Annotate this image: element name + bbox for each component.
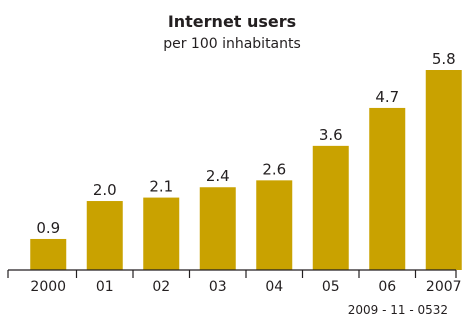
bar-2007 — [425, 70, 462, 270]
tick-label-06: 06 — [378, 279, 396, 295]
tick-label-03: 03 — [209, 279, 227, 295]
tick-label-02: 02 — [152, 279, 170, 295]
bar-02 — [143, 197, 180, 270]
bar-06 — [369, 107, 406, 271]
tick-label-01: 01 — [96, 279, 114, 295]
tick-labels-group: 2000 01 02 03 04 05 06 2007 — [30, 279, 461, 295]
value-label-01: 2.0 — [93, 181, 117, 199]
source-code: 2009 - 11 - 0532 — [347, 303, 448, 317]
bar-03 — [199, 187, 236, 270]
bars-group — [30, 70, 462, 271]
value-label-06: 4.7 — [375, 88, 399, 106]
value-label-2007: 5.8 — [432, 50, 456, 68]
tick-label-05: 05 — [322, 279, 340, 295]
bar-04 — [256, 180, 293, 270]
tick-label-2000: 2000 — [30, 279, 66, 295]
tick-marks-group — [7, 270, 457, 278]
value-label-03: 2.4 — [206, 167, 230, 185]
bar-2000 — [30, 238, 67, 270]
value-label-02: 2.1 — [149, 178, 173, 196]
bar-01 — [86, 201, 123, 270]
value-label-04: 2.6 — [262, 160, 286, 178]
value-labels-group: 0.9 2.0 2.1 2.4 2.6 3.6 4.7 5.8 — [36, 50, 455, 237]
value-label-2000: 0.9 — [36, 219, 60, 237]
chart-title: Internet users — [167, 12, 297, 31]
chart-subtitle: per 100 inhabitants — [163, 36, 301, 52]
bar-05 — [312, 145, 349, 270]
value-label-05: 3.6 — [319, 126, 343, 144]
tick-label-04: 04 — [265, 279, 283, 295]
tick-label-2007: 2007 — [426, 279, 462, 295]
